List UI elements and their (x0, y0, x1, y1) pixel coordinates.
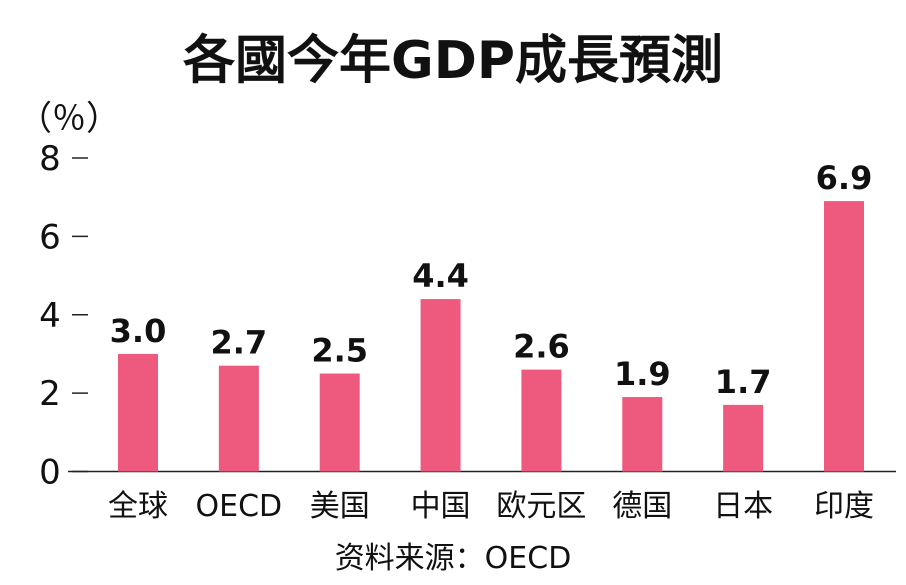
x-tick-label: 德国 (612, 489, 672, 524)
x-tick-label: 印度 (814, 489, 874, 524)
bar-value-label: 6.9 (816, 159, 873, 197)
y-axis-unit-label: （％） (18, 99, 120, 139)
bar-value-label: 4.4 (412, 257, 469, 295)
y-tick-label: 6 (39, 217, 61, 257)
x-tick-label: 美国 (310, 489, 370, 524)
bar (118, 353, 158, 472)
bar (723, 404, 764, 472)
bar (218, 365, 259, 472)
x-tick-label: 全球 (108, 489, 168, 524)
bar-value-label: 3.0 (110, 312, 167, 350)
y-axis: 0 2 4 6 8 (39, 139, 88, 493)
y-tick-label: 4 (39, 296, 61, 336)
bar-value-label: 1.9 (614, 355, 671, 393)
x-tick-label: 欧元区 (496, 489, 586, 524)
x-axis: 全球 OECD 美国 中国 欧元区 德国 日本 印度 (108, 489, 874, 524)
bars-group (118, 201, 864, 472)
bar-value-label: 2.7 (211, 324, 268, 362)
bar (319, 373, 360, 472)
y-tick-label: 8 (39, 139, 61, 179)
bar (521, 369, 562, 472)
value-labels-group: 3.0 2.7 2.5 4.4 2.6 1.9 1.7 6.9 (110, 159, 873, 401)
x-tick-label: OECD (196, 489, 283, 524)
bar (622, 397, 663, 472)
y-tick-label: 2 (39, 374, 61, 414)
bar-value-label: 1.7 (715, 363, 772, 401)
y-tick-label: 0 (39, 453, 61, 493)
chart-title: 各國今年GDP成長預測 (183, 31, 723, 91)
bar (824, 201, 864, 472)
source-note: 资料来源：OECD (335, 541, 572, 576)
x-tick-label: 日本 (713, 489, 773, 524)
bar-value-label: 2.5 (311, 332, 368, 370)
x-tick-label: 中国 (411, 489, 471, 524)
bar-value-label: 2.6 (513, 328, 570, 366)
bar (420, 299, 461, 472)
